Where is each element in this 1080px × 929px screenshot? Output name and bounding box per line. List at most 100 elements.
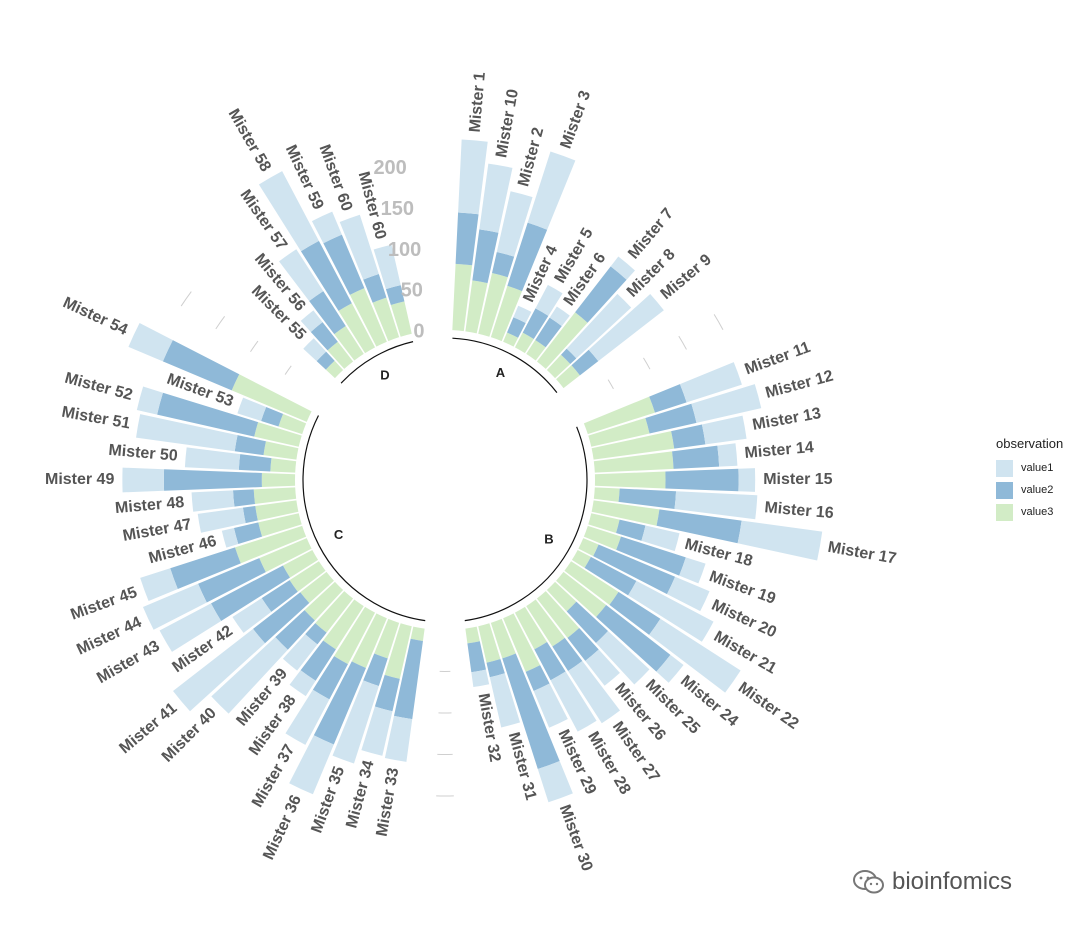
bar-value2-1-1 <box>645 403 697 434</box>
bar-value2-2-20 <box>261 407 284 427</box>
group-baseline <box>340 341 414 384</box>
bar-value3-2-1 <box>384 623 412 679</box>
bar-label: Mister 3 <box>557 88 594 151</box>
bar-value1-2-11 <box>142 583 207 630</box>
reference-tick <box>250 340 259 353</box>
bar-value3-3-1 <box>327 341 354 369</box>
bar-label: Mister 58 <box>225 106 274 175</box>
bar-value1-2-21 <box>128 323 173 362</box>
bar-label: Mister 17 <box>826 539 897 568</box>
bar-value2-2-21 <box>162 340 240 391</box>
bar-label: Mister 51 <box>60 404 131 433</box>
bar-label: Mister 50 <box>108 442 179 465</box>
bar-value2-1-7 <box>616 519 646 541</box>
bar-value3-2-4 <box>334 606 376 665</box>
bar-value1-0-7 <box>610 256 635 280</box>
bar-value1-3-5 <box>339 214 379 280</box>
bar-value2-3-0 <box>316 351 335 370</box>
bar-value2-2-1 <box>374 674 400 712</box>
bar-value1-2-5 <box>289 670 316 697</box>
bar-label: Mister 13 <box>751 405 822 434</box>
bar-value2-0-3 <box>507 222 548 292</box>
bar-value2-1-17 <box>525 665 550 691</box>
bar-value1-1-10 <box>628 580 714 642</box>
bar-value1-2-19 <box>136 386 163 415</box>
bar-value2-2-8 <box>253 592 310 644</box>
legend-item-value1: value1 <box>996 457 1063 479</box>
bar-value1-2-7 <box>211 637 288 714</box>
bar-value2-0-1 <box>472 229 499 284</box>
legend-swatch-value1 <box>996 459 1013 477</box>
group-label: C <box>334 527 344 542</box>
bar-value3-0-1 <box>465 280 488 334</box>
bar-value3-1-20 <box>465 626 480 644</box>
bar-value2-0-9 <box>571 349 599 376</box>
bar-value1-1-17 <box>533 683 568 728</box>
bar-value1-1-3 <box>717 443 738 467</box>
bar-value3-2-3 <box>351 613 387 669</box>
bar-value1-3-3 <box>258 171 319 252</box>
bar-value1-1-16 <box>550 671 597 732</box>
bar-value3-1-18 <box>490 618 516 659</box>
bar-value3-2-5 <box>323 599 364 650</box>
bar-value3-3-6 <box>390 301 412 337</box>
legend-swatch-value3 <box>996 503 1013 521</box>
bar-value3-0-4 <box>503 332 519 347</box>
bar-value3-1-4 <box>594 471 666 489</box>
bar-value2-3-2 <box>309 291 346 335</box>
bar-value3-2-11 <box>259 538 312 573</box>
bar-value2-2-14 <box>242 505 258 524</box>
scale-tick-label: 50 <box>401 280 423 302</box>
bar-value2-1-2 <box>671 424 706 449</box>
bar-value2-2-17 <box>238 454 272 472</box>
bar-value1-1-9 <box>666 576 710 612</box>
bar-value1-2-12 <box>140 568 178 601</box>
bar-value2-1-14 <box>567 628 599 661</box>
bar-value1-0-5 <box>535 284 563 316</box>
bar-value3-2-9 <box>289 561 326 592</box>
group-baseline <box>464 426 588 622</box>
bar-value2-2-18 <box>234 435 266 456</box>
bar-value3-1-9 <box>578 538 599 557</box>
bar-value3-2-21 <box>231 374 312 422</box>
group-label: D <box>380 368 389 383</box>
bar-value3-1-13 <box>546 581 577 612</box>
reference-tick <box>643 357 651 370</box>
bar-value1-2-6 <box>282 634 318 671</box>
bar-label: Mister 52 <box>63 370 135 404</box>
bar-value1-1-8 <box>679 557 706 584</box>
bar-value2-1-8 <box>616 536 686 576</box>
bar-value1-0-0 <box>458 139 488 215</box>
bar-value1-1-11 <box>649 618 741 693</box>
bar-value3-0-3 <box>490 285 523 342</box>
bar-value3-1-8 <box>583 525 622 550</box>
bar-value3-1-14 <box>536 591 580 638</box>
bar-value1-2-1 <box>361 706 393 756</box>
bar-value1-0-1 <box>479 163 513 233</box>
bar-value2-2-12 <box>170 547 241 590</box>
bar-label: Mister 12 <box>764 368 836 402</box>
bar-label: Mister 15 <box>763 471 832 488</box>
bar-value2-2-10 <box>210 565 290 621</box>
bar-value1-2-9 <box>232 598 272 633</box>
bar-label: Mister 48 <box>114 494 185 517</box>
bar-value3-2-20 <box>278 413 307 435</box>
group-baseline <box>302 415 426 622</box>
bar-label: Mister 10 <box>493 88 522 159</box>
bar-value1-1-5 <box>674 491 758 520</box>
bar-value1-3-1 <box>300 310 323 332</box>
bar-value1-3-4 <box>311 211 342 244</box>
scale-tick-label: 0 <box>413 321 424 343</box>
bar-value1-0-2 <box>496 191 533 257</box>
bar-value2-0-0 <box>455 212 479 266</box>
bar-value1-0-6 <box>549 306 570 327</box>
bar-value1-1-20 <box>471 669 490 687</box>
bar-value2-1-4 <box>665 468 739 492</box>
bar-value1-3-2 <box>279 249 324 302</box>
bar-value1-1-19 <box>489 673 521 728</box>
bar-value2-1-15 <box>552 637 583 671</box>
bar-value3-2-8 <box>300 571 334 604</box>
bar-value3-2-6 <box>315 591 354 633</box>
bar-label: Mister 14 <box>744 439 815 462</box>
bar-value3-0-5 <box>514 332 534 354</box>
